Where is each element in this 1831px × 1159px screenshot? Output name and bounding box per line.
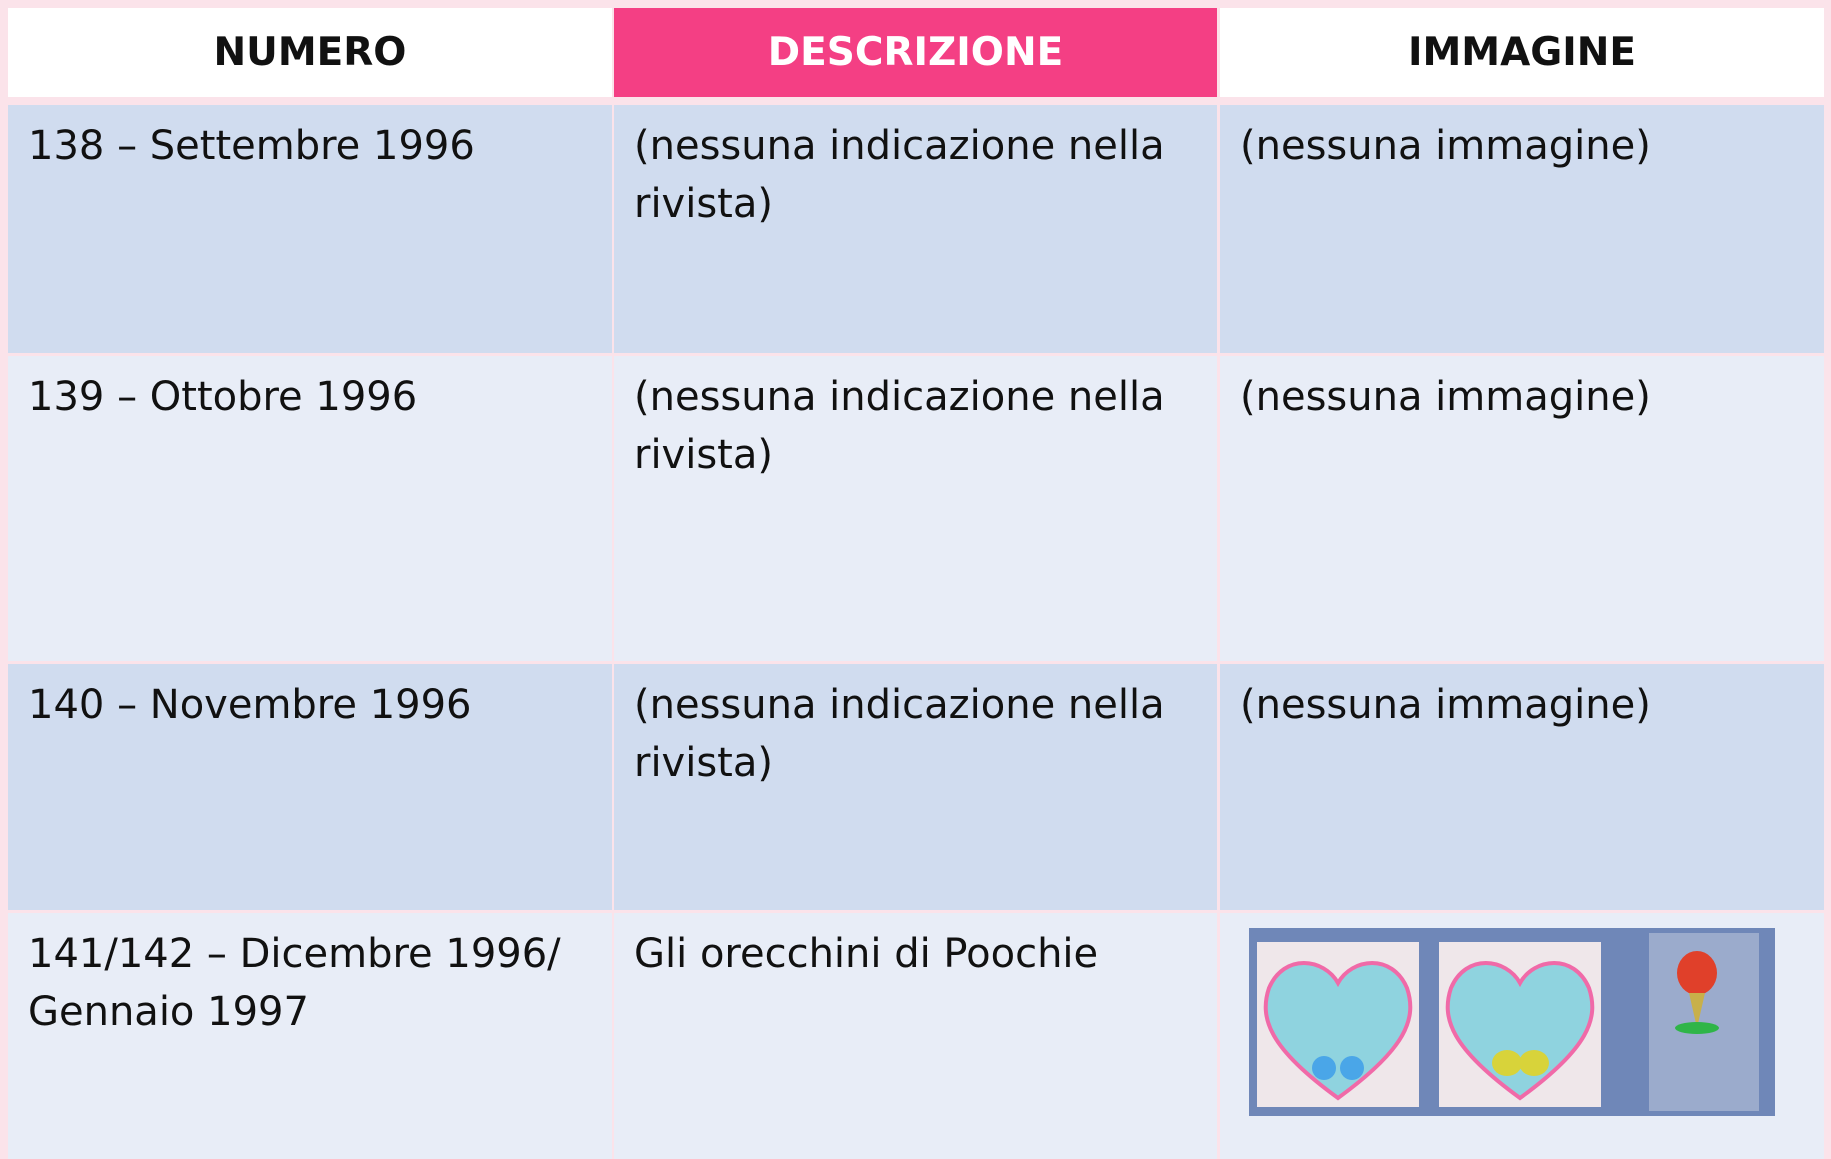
- table-cell: 138 – Settembre 1996: [8, 105, 612, 353]
- table-cell: 141/142 – Dicembre 1996/ Gennaio 1997: [8, 913, 612, 1159]
- table-cell: (nessuna indicazione nella rivista): [614, 356, 1217, 661]
- table-cell: (nessuna indicazione nella rivista): [614, 664, 1217, 910]
- header-cell: DESCRIZIONE: [614, 8, 1217, 97]
- product-photo: [1249, 928, 1775, 1116]
- table-cell: 139 – Ottobre 1996: [8, 356, 612, 661]
- table-cell: (nessuna indicazione nella rivista): [614, 105, 1217, 353]
- table-cell: 140 – Novembre 1996: [8, 664, 612, 910]
- table-cell: Gli orecchini di Poochie: [614, 913, 1217, 1159]
- table-cell: (nessuna immagine): [1220, 105, 1824, 353]
- table-cell: (nessuna immagine): [1220, 356, 1824, 661]
- table-cell: (nessuna immagine): [1220, 664, 1824, 910]
- header-cell: IMMAGINE: [1220, 8, 1824, 97]
- header-cell: NUMERO: [8, 8, 612, 97]
